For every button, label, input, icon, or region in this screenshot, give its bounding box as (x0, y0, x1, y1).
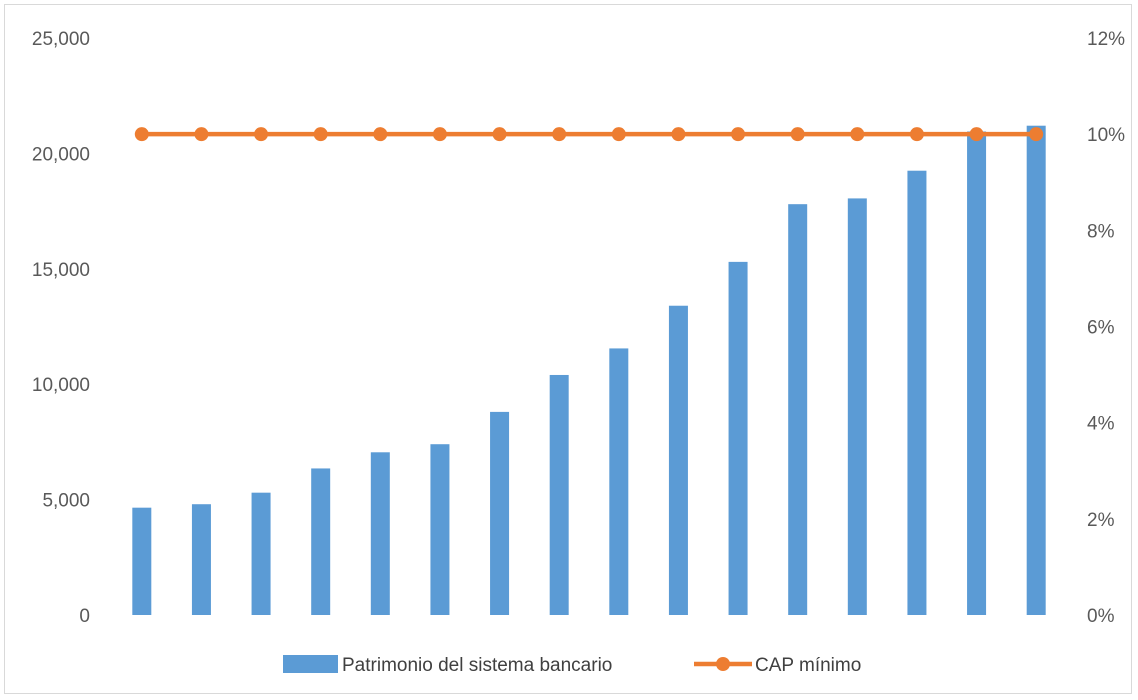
bar (788, 204, 808, 615)
legend-line-marker (716, 657, 730, 671)
right-axis-tick-label: 2% (1087, 510, 1115, 531)
bar (967, 131, 987, 615)
bar (907, 170, 927, 615)
left-axis-tick-label: 15,000 (32, 260, 90, 281)
bar (847, 198, 867, 615)
bar (490, 411, 510, 615)
right-axis-tick-label: 4% (1087, 414, 1115, 435)
cap-point (134, 127, 149, 142)
cap-point (552, 127, 567, 142)
bar (430, 444, 450, 615)
right-axis-tick-label: 6% (1087, 318, 1115, 339)
cap-point (194, 127, 209, 142)
cap-point (790, 127, 805, 142)
cap-point (254, 127, 269, 142)
bar (668, 305, 688, 615)
cap-point (671, 127, 686, 142)
right-axis-tick-label: 12% (1087, 29, 1125, 50)
bar (251, 492, 271, 615)
bar (609, 348, 629, 615)
cap-point (313, 127, 328, 142)
legend-bar-swatch (283, 655, 338, 673)
left-axis-tick-label: 0 (79, 606, 90, 627)
right-axis-tick-label: 10% (1087, 125, 1125, 146)
bar (311, 468, 331, 615)
cap-point (432, 127, 447, 142)
cap-point (492, 127, 507, 142)
cap-point (909, 127, 924, 142)
bar (191, 504, 211, 615)
cap-point (731, 127, 746, 142)
bar (132, 507, 152, 615)
left-axis-tick-label: 25,000 (32, 29, 90, 50)
left-axis-tick-label: 5,000 (42, 491, 90, 512)
bar (370, 452, 390, 615)
legend-label-patrimonio: Patrimonio del sistema bancario (342, 655, 612, 676)
cap-point (373, 127, 388, 142)
right-axis-tick-label: 0% (1087, 606, 1115, 627)
right-axis-tick-label: 8% (1087, 221, 1115, 242)
cap-point (850, 127, 865, 142)
legend-label-cap: CAP mínimo (755, 655, 861, 676)
left-axis-tick-label: 10,000 (32, 375, 90, 396)
left-axis-tick-label: 20,000 (32, 144, 90, 165)
cap-point (1029, 127, 1044, 142)
cap-point (969, 127, 984, 142)
bar (549, 374, 569, 615)
cap-point (611, 127, 626, 142)
bar (1026, 125, 1046, 615)
bar (728, 261, 748, 615)
